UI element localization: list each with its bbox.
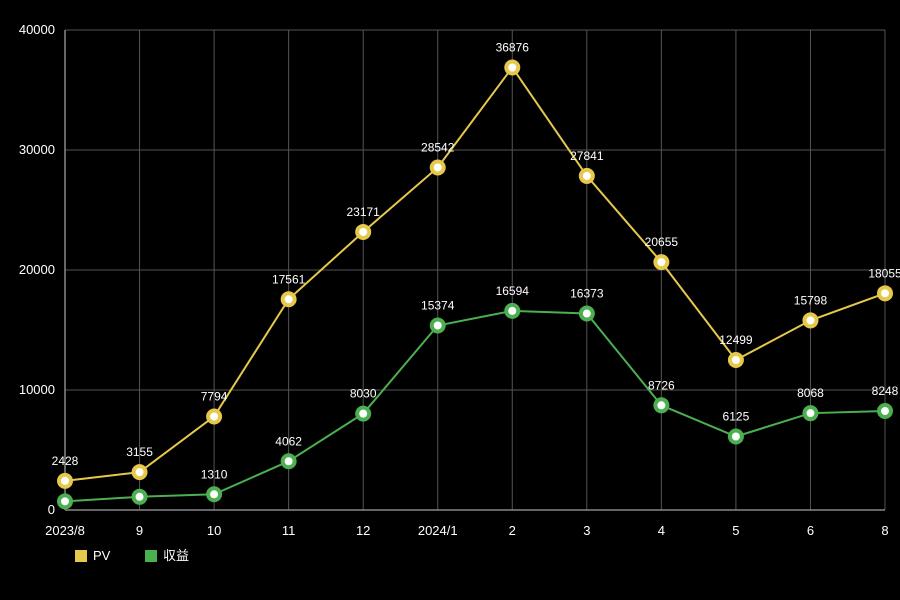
series-marker-inner-pv <box>136 468 144 476</box>
series-marker-inner-revenue <box>583 310 591 318</box>
x-axis-tick-label: 8 <box>881 523 888 538</box>
data-label-revenue: 4062 <box>275 434 302 448</box>
series-marker-inner-revenue <box>657 401 665 409</box>
series-marker-inner-revenue <box>434 322 442 330</box>
series-marker-inner-revenue <box>881 407 889 415</box>
legend-label: 収益 <box>163 548 189 563</box>
series-marker-inner-revenue <box>136 493 144 501</box>
data-label-revenue: 8248 <box>872 384 899 398</box>
x-axis-tick-label: 10 <box>207 523 221 538</box>
series-marker-inner-revenue <box>359 410 367 418</box>
series-marker-inner-pv <box>881 289 889 297</box>
data-label-pv: 17561 <box>272 272 306 286</box>
series-marker-inner-pv <box>732 356 740 364</box>
line-chart: 0 10000 20000 30000 40000 2023/8 9 10 11 12 2024/1… <box>0 0 900 600</box>
y-axis-tick-label: 30000 <box>19 142 55 157</box>
data-label-pv: 3155 <box>126 445 153 459</box>
series-marker-inner-pv <box>657 258 665 266</box>
series-marker-inner-revenue <box>61 497 69 505</box>
data-label-pv: 18055 <box>868 266 900 280</box>
chart-svg: 0 10000 20000 30000 40000 2023/8 9 10 11 12 2024/1… <box>0 0 900 600</box>
data-label-revenue: 8726 <box>648 378 675 392</box>
series-marker-inner-pv <box>285 295 293 303</box>
data-label-revenue: 8068 <box>797 386 824 400</box>
data-label-pv: 36876 <box>496 40 530 54</box>
data-label-revenue: 16594 <box>496 284 530 298</box>
x-axis-tick-label: 2024/1 <box>418 523 458 538</box>
series-marker-inner-revenue <box>508 307 516 315</box>
x-axis-tick-label: 9 <box>136 523 143 538</box>
x-axis-tick-label: 3 <box>583 523 590 538</box>
series-marker-inner-pv <box>210 412 218 420</box>
data-label-pv: 2428 <box>52 454 79 468</box>
legend-swatch <box>145 550 157 562</box>
data-label-pv: 23171 <box>346 205 380 219</box>
series-marker-inner-pv <box>508 63 516 71</box>
x-axis-tick-label: 11 <box>282 523 296 538</box>
legend-swatch <box>75 550 87 562</box>
x-axis-tick-label: 12 <box>356 523 370 538</box>
x-axis-tick-label: 2 <box>509 523 516 538</box>
data-label-pv: 28542 <box>421 140 455 154</box>
data-label-revenue: 8030 <box>350 387 377 401</box>
data-label-pv: 15798 <box>794 293 828 307</box>
series-marker-inner-pv <box>806 316 814 324</box>
x-axis-tick-label: 5 <box>732 523 739 538</box>
series-marker-inner-pv <box>583 172 591 180</box>
series-marker-inner-revenue <box>285 457 293 465</box>
data-label-pv: 27841 <box>570 149 604 163</box>
data-label-revenue: 16373 <box>570 287 604 301</box>
series-marker-inner-pv <box>61 477 69 485</box>
series-marker-inner-revenue <box>210 490 218 498</box>
y-axis-tick-label: 10000 <box>19 382 55 397</box>
data-label-revenue: 6125 <box>723 410 750 424</box>
data-label-revenue: 1310 <box>201 467 228 481</box>
data-label-pv: 20655 <box>645 235 679 249</box>
data-label-revenue: 15374 <box>421 299 455 313</box>
x-axis-tick-label: 6 <box>807 523 814 538</box>
y-axis-tick-label: 40000 <box>19 22 55 37</box>
legend-label: PV <box>93 548 111 563</box>
data-label-pv: 12499 <box>719 333 753 347</box>
series-marker-inner-revenue <box>732 433 740 441</box>
series-marker-inner-pv <box>359 228 367 236</box>
series-marker-inner-revenue <box>806 409 814 417</box>
x-axis-tick-label: 2023/8 <box>45 523 85 538</box>
data-label-pv: 7794 <box>201 389 228 403</box>
y-axis-tick-label: 0 <box>48 502 55 517</box>
x-axis-tick-label: 4 <box>658 523 665 538</box>
y-axis-tick-label: 20000 <box>19 262 55 277</box>
series-marker-inner-pv <box>434 163 442 171</box>
